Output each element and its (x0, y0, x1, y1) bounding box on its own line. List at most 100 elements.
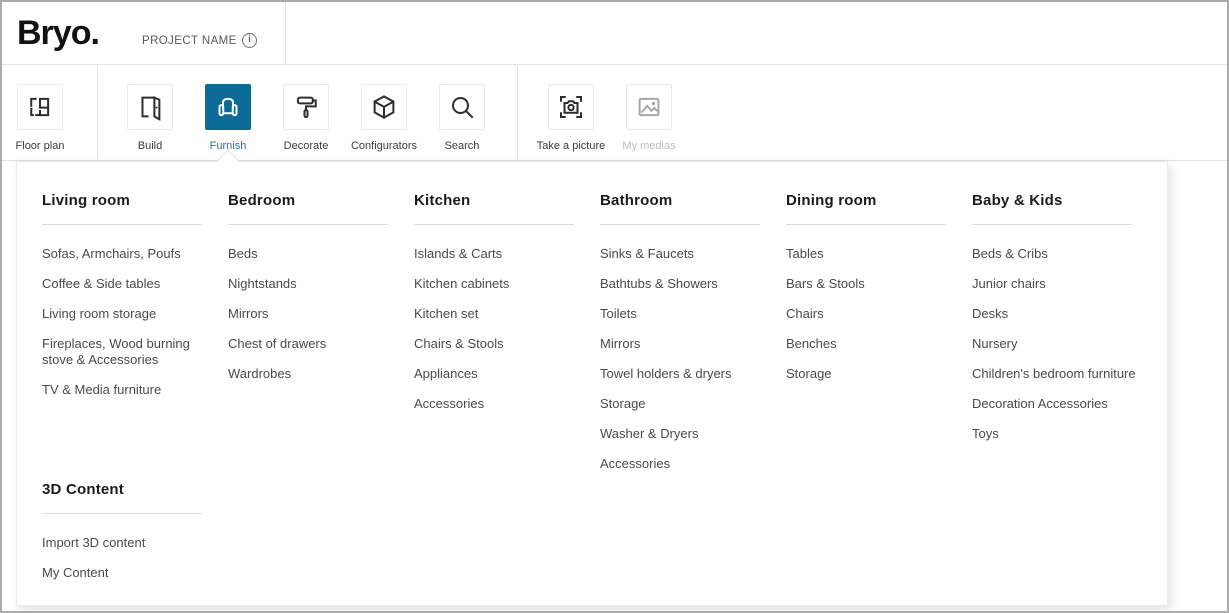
toolbar-button-label: Furnish (209, 140, 247, 152)
menu-column-kitchen: Kitchen Islands & Carts Kitchen cabinets K… (414, 192, 600, 595)
menu-item[interactable]: Chairs (786, 306, 824, 321)
menu-item[interactable]: Chairs & Stools (414, 336, 504, 351)
menu-column-living-room: Living room Sofas, Armchairs, Poufs Coffe… (42, 192, 228, 595)
menu-item[interactable]: Chest of drawers (228, 336, 327, 351)
menu-item[interactable]: Living room storage (42, 306, 157, 321)
toolbar-button-configurators[interactable]: Configurators (344, 66, 424, 161)
menu-item[interactable]: Toilets (600, 306, 637, 321)
menu-column-title: Kitchen (414, 192, 471, 209)
menu-item[interactable]: Storage (786, 366, 832, 381)
menu-columns: Living room Sofas, Armchairs, Poufs Coffe… (42, 192, 1158, 595)
menu-column-title: Baby & Kids (972, 192, 1063, 209)
menu-column-baby-kids: Baby & Kids Beds & Cribs Junior chairs Des… (972, 192, 1158, 595)
menu-column-bedroom: Bedroom Beds Nightstands Mirrors Chest of d… (228, 192, 414, 595)
header: Bryo. PROJECT NAME i (2, 2, 1227, 65)
armchair-icon (205, 84, 251, 130)
toolbar-button-build[interactable]: Build (110, 66, 190, 161)
floor-plan-icon (17, 84, 63, 130)
menu-item[interactable]: Sofas, Armchairs, Poufs (42, 246, 181, 261)
menu-item[interactable]: Nursery (972, 336, 1018, 351)
column-divider (414, 224, 574, 225)
menu-item[interactable]: Storage (600, 396, 646, 411)
info-icon[interactable]: i (242, 33, 257, 48)
menu-item[interactable]: Islands & Carts (414, 246, 503, 261)
column-divider (42, 224, 202, 225)
toolbar: Floor plan Build Furnish Decorate Config (2, 66, 1227, 161)
menu-item[interactable]: Sinks & Faucets (600, 246, 694, 261)
menu-item[interactable]: Washer & Dryers (600, 426, 699, 441)
menu-item[interactable]: Children's bedroom furniture (972, 366, 1136, 381)
app-logo: Bryo. (17, 14, 100, 52)
menu-column-title: Living room (42, 192, 131, 209)
menu-item[interactable]: Tables (786, 246, 824, 261)
cube-icon (361, 84, 407, 130)
menu-item[interactable]: Wardrobes (228, 366, 292, 381)
toolbar-divider (517, 66, 518, 161)
column-divider (228, 224, 388, 225)
project-name-label: PROJECT NAME (142, 35, 237, 47)
menu-item[interactable]: Kitchen cabinets (414, 276, 510, 291)
toolbar-button-label: Decorate (283, 140, 329, 152)
menu-item[interactable]: Accessories (414, 396, 485, 411)
menu-item-list: Tables Bars & Stools Chairs Benches Storage (786, 246, 972, 382)
menu-item[interactable]: TV & Media furniture (42, 382, 162, 397)
header-divider (285, 2, 286, 65)
toolbar-divider (97, 66, 98, 161)
menu-item[interactable]: Appliances (414, 366, 478, 381)
menu-item-list: Islands & Carts Kitchen cabinets Kitchen s… (414, 246, 600, 412)
toolbar-button-label: Build (137, 140, 163, 152)
toolbar-button-my-medias[interactable]: My medias (609, 66, 689, 161)
menu-item[interactable]: Nightstands (228, 276, 297, 291)
menu-column-title: Bedroom (228, 192, 296, 209)
menu-item-list: Beds Nightstands Mirrors Chest of drawers Wa… (228, 246, 414, 382)
menu-item[interactable]: Junior chairs (972, 276, 1046, 291)
column-divider (42, 513, 202, 514)
image-icon (626, 84, 672, 130)
menu-column-dining-room: Dining room Tables Bars & Stools Chairs Ben… (786, 192, 972, 595)
menu-item[interactable]: Fireplaces, Wood burning stove & Accesso… (42, 336, 190, 367)
menu-item[interactable]: Toys (972, 426, 999, 441)
door-icon (127, 84, 173, 130)
menu-section-3d-content: 3D Content Import 3D content My Content (42, 481, 228, 581)
column-divider (600, 224, 760, 225)
menu-column-bathroom: Bathroom Sinks & Faucets Bathtubs & Showe… (600, 192, 786, 595)
menu-item[interactable]: Kitchen set (414, 306, 479, 321)
menu-item[interactable]: Benches (786, 336, 837, 351)
menu-item-list: Sinks & Faucets Bathtubs & Showers Toilets… (600, 246, 786, 472)
toolbar-button-label: Search (444, 140, 480, 152)
menu-item[interactable]: Bars & Stools (786, 276, 865, 291)
menu-item[interactable]: My Content (42, 565, 109, 580)
menu-column-title: Dining room (786, 192, 877, 209)
menu-item-list: Import 3D content My Content (42, 535, 228, 581)
menu-item[interactable]: Beds (228, 246, 258, 261)
column-divider (972, 224, 1132, 225)
toolbar-button-label: Floor plan (15, 140, 65, 152)
menu-item[interactable]: Desks (972, 306, 1009, 321)
column-divider (786, 224, 946, 225)
menu-item[interactable]: Decoration Accessories (972, 396, 1108, 411)
camera-icon (548, 84, 594, 130)
toolbar-button-label: My medias (622, 140, 676, 152)
menu-item[interactable]: Coffee & Side tables (42, 276, 161, 291)
menu-column-title: Bathroom (600, 192, 673, 209)
toolbar-button-label: Take a picture (536, 140, 606, 152)
magnifier-icon (439, 84, 485, 130)
furnish-mega-menu: Living room Sofas, Armchairs, Poufs Coffe… (16, 149, 1168, 606)
menu-item[interactable]: Accessories (600, 456, 671, 471)
menu-item-list: Sofas, Armchairs, Poufs Coffee & Side tab… (42, 246, 228, 398)
menu-item[interactable]: Beds & Cribs (972, 246, 1048, 261)
toolbar-button-decorate[interactable]: Decorate (266, 66, 346, 161)
menu-item[interactable]: Bathtubs & Showers (600, 276, 718, 291)
menu-item[interactable]: Import 3D content (42, 535, 146, 550)
toolbar-button-furnish[interactable]: Furnish (188, 66, 268, 161)
toolbar-button-take-a-picture[interactable]: Take a picture (531, 66, 611, 161)
toolbar-button-floor-plan[interactable]: Floor plan (2, 66, 80, 161)
menu-item[interactable]: Mirrors (228, 306, 269, 321)
toolbar-button-label: Configurators (350, 140, 418, 152)
menu-item[interactable]: Mirrors (600, 336, 641, 351)
toolbar-button-search[interactable]: Search (422, 66, 502, 161)
menu-column-title: 3D Content (42, 481, 124, 498)
menu-item[interactable]: Towel holders & dryers (600, 366, 732, 381)
paint-roller-icon (283, 84, 329, 130)
